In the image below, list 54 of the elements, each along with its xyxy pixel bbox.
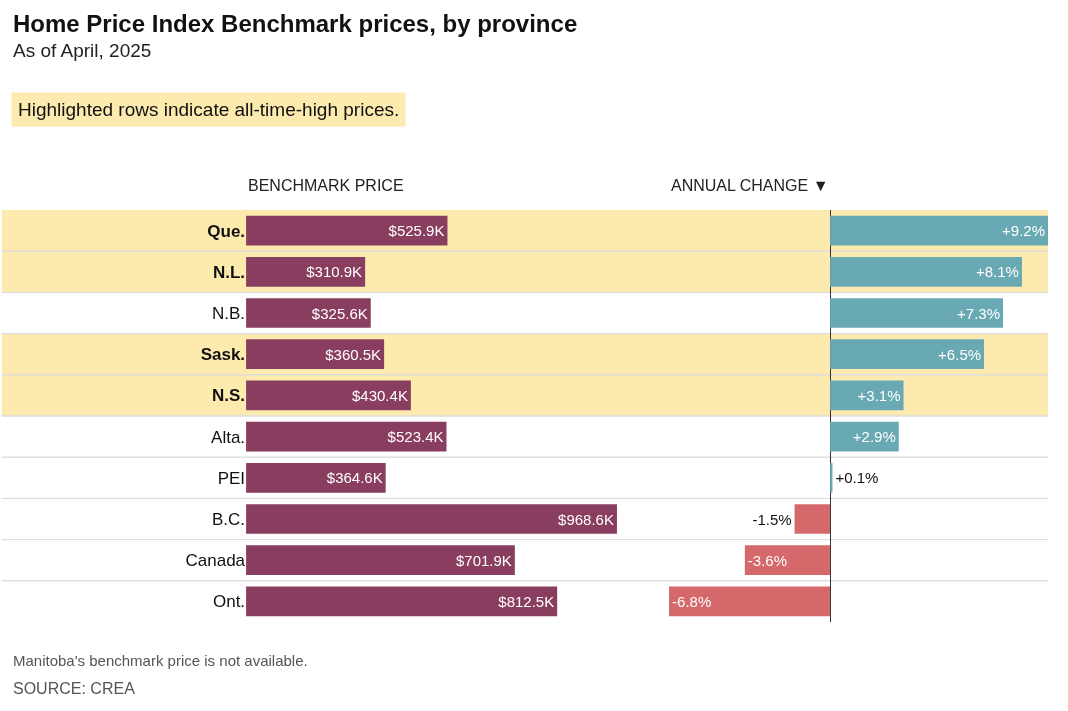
y-tick-label: N.S. [212,386,246,406]
bar [246,504,617,534]
data-label: $310.9K [306,263,363,281]
y-tick-label: Sask. [200,345,246,365]
text: As of April, 2025 [13,40,152,61]
chart-title: Home Price Index Benchmark prices, by province [13,10,578,37]
source-note: SOURCE: CREA [13,680,136,697]
data-label: -1.5% [752,510,792,528]
text: Manitoba's benchmark price is not available. [13,652,308,669]
x-axis-title: BENCHMARK PRICE [248,177,404,194]
data-label: +0.1% [835,469,879,487]
data-label: +7.3% [957,304,1000,322]
data-label: +2.9% [852,428,896,446]
data-label: +3.1% [857,386,901,404]
data-label: +6.5% [938,345,982,363]
x-axis-title: ANNUAL CHANGE ▼ [671,177,829,194]
data-label: $360.5K [325,345,382,363]
y-tick-label: Que. [207,221,246,241]
data-label: -3.6% [747,551,788,569]
y-tick-label: PEI [217,468,246,488]
bar [246,256,366,287]
data-label: $968.6K [558,510,614,528]
data-label: $364.6K [326,469,383,487]
bar [669,586,831,617]
data-label: -6.8% [672,592,712,610]
bar [246,462,386,493]
data-label: +9.2% [1002,222,1045,240]
y-tick-label: Alta. [211,427,246,447]
bar [830,298,1003,328]
bar [794,504,831,534]
data-label: $430.4K [352,386,408,404]
bar [744,545,831,576]
text: Highlighted rows indicate all-time-high prices. [18,99,400,120]
y-tick-label: Ont. [212,592,246,612]
data-label: $523.4K [387,428,444,446]
y-tick-label: Canada [185,551,246,571]
bar [830,256,1022,287]
bar [246,421,447,452]
bar [246,339,385,370]
bar [830,339,985,370]
data-label: $701.9K [455,551,512,569]
data-label: $525.9K [388,222,445,240]
y-tick-label: N.B. [212,303,246,323]
y-tick-label: B.C. [212,509,246,529]
bar [246,380,411,411]
data-label: $325.6K [311,304,368,322]
bar [246,298,371,328]
y-tick-label: N.L. [212,262,246,282]
bar [830,215,1048,246]
bar [246,215,448,246]
bar [246,545,515,576]
bar [246,586,558,617]
data-label: $812.5K [498,592,555,610]
data-label: +8.1% [975,263,1019,281]
